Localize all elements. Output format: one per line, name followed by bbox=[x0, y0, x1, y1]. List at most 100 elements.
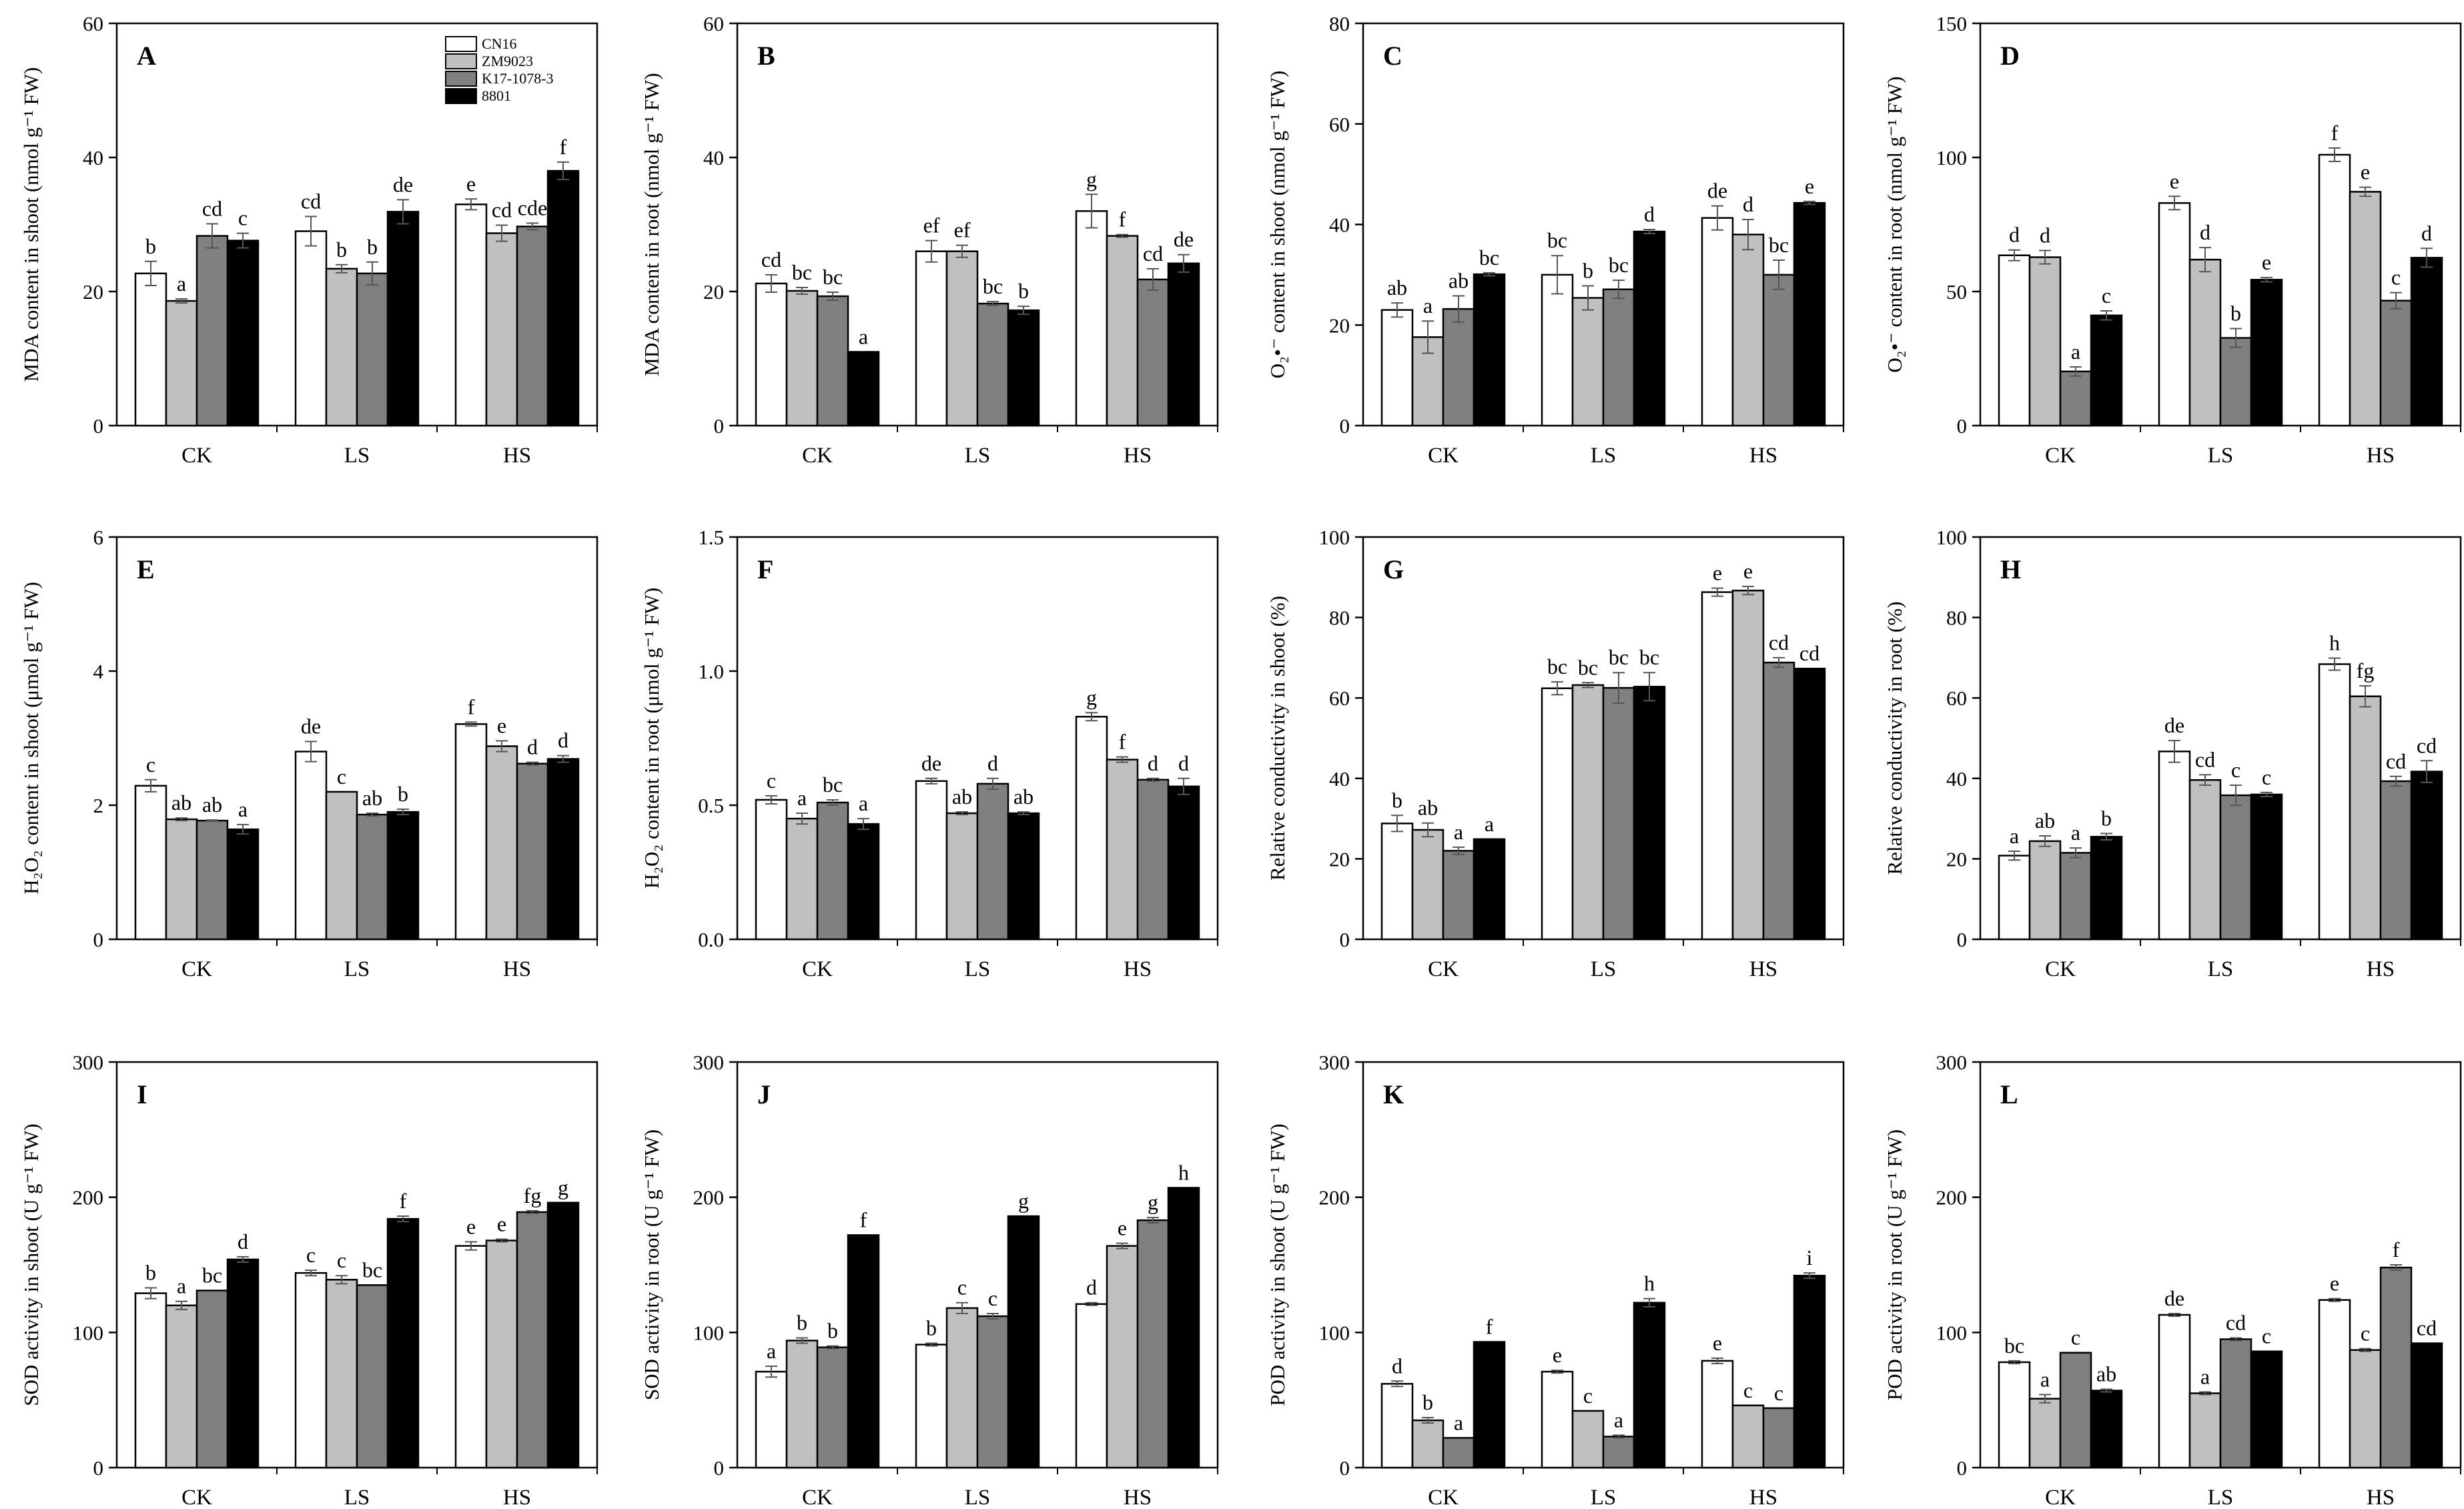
panel-letter: I bbox=[137, 1079, 147, 1109]
y-tick-label: 100 bbox=[1936, 526, 1968, 549]
significance-letter: g bbox=[1086, 685, 1097, 709]
bar bbox=[134, 272, 167, 427]
category-label: HS bbox=[503, 1486, 531, 1509]
category-label: CK bbox=[181, 957, 212, 981]
significance-letter: b bbox=[367, 235, 378, 259]
plot-frame bbox=[1362, 1061, 1845, 1469]
panel-G: 0 20 40 60 80 100 Relative conductivity in sho… bbox=[1266, 526, 1845, 981]
significance-letter: a bbox=[177, 1274, 186, 1298]
panel-letter: J bbox=[757, 1079, 771, 1109]
category-label: LS bbox=[965, 444, 991, 468]
significance-letter: e bbox=[2330, 1272, 2339, 1296]
bar bbox=[816, 1346, 849, 1469]
bar bbox=[2158, 750, 2191, 941]
significance-letter: e bbox=[1743, 559, 1753, 583]
bar bbox=[546, 1201, 580, 1469]
y-tick-label: 0 bbox=[1957, 414, 1968, 438]
category-label: CK bbox=[181, 1486, 212, 1509]
significance-letter: f bbox=[1119, 207, 1126, 231]
significance-letter: ef bbox=[923, 213, 940, 237]
significance-letter: d bbox=[1392, 1354, 1402, 1378]
y-tick-label: 100 bbox=[1319, 1321, 1350, 1344]
significance-letter: g bbox=[1148, 1190, 1158, 1214]
significance-letter: de bbox=[301, 714, 321, 738]
bar bbox=[1998, 855, 2031, 941]
significance-letter: bc bbox=[1479, 245, 1499, 270]
significance-letter: bc bbox=[823, 265, 843, 289]
bar bbox=[1793, 1274, 1826, 1469]
bar bbox=[1762, 274, 1795, 427]
significance-letter: de bbox=[2164, 713, 2184, 737]
category-label: LS bbox=[344, 1486, 370, 1509]
significance-letter: d bbox=[238, 1229, 248, 1253]
category-label: HS bbox=[503, 957, 531, 981]
y-axis-label: MDA content in root (nmol g⁻¹ FW) bbox=[640, 73, 663, 376]
y-tick-label: 80 bbox=[1946, 606, 1967, 630]
y-tick-label: 60 bbox=[703, 12, 724, 35]
significance-letter: a bbox=[1454, 820, 1463, 844]
bar bbox=[1571, 1410, 1605, 1469]
y-tick-label: 20 bbox=[703, 280, 724, 304]
bar bbox=[165, 300, 198, 427]
significance-letter: bc bbox=[1547, 228, 1567, 252]
significance-letter: f bbox=[468, 694, 475, 718]
y-tick-label: 20 bbox=[1329, 314, 1350, 337]
significance-letter: de bbox=[2164, 1286, 2184, 1310]
significance-letter: c bbox=[988, 1286, 997, 1310]
significance-letter: h bbox=[2329, 631, 2340, 655]
bar bbox=[1411, 829, 1445, 941]
y-tick-label: 0 bbox=[1340, 928, 1350, 951]
bar bbox=[915, 1344, 948, 1469]
bar bbox=[2188, 1392, 2222, 1469]
significance-letter: b bbox=[2101, 806, 2112, 830]
significance-letter: c bbox=[306, 1243, 316, 1267]
y-tick-label: 40 bbox=[1329, 213, 1350, 237]
bar bbox=[226, 239, 260, 427]
panel-J: 0 100 200 300 SOD activity in root (U g⁻¹ FW… bbox=[640, 1051, 1219, 1509]
significance-letter: ab bbox=[1013, 785, 1034, 809]
y-tick-label: 4 bbox=[93, 660, 104, 683]
bar bbox=[1473, 1341, 1506, 1469]
significance-letter: de bbox=[1707, 179, 1727, 203]
bar bbox=[1411, 1419, 1445, 1469]
significance-letter: bc bbox=[1578, 655, 1598, 679]
category-label: CK bbox=[2045, 444, 2076, 468]
y-axis-label: MDA content in shoot (nmol g⁻¹ FW) bbox=[19, 67, 43, 382]
category-label: LS bbox=[1591, 444, 1617, 468]
category-label: CK bbox=[2045, 1486, 2076, 1509]
bar bbox=[1731, 233, 1765, 427]
bar bbox=[1167, 1187, 1200, 1469]
significance-letter: ab bbox=[952, 785, 972, 809]
y-tick-label: 0 bbox=[93, 414, 104, 438]
bar bbox=[1701, 217, 1734, 427]
significance-letter: a bbox=[1454, 1410, 1463, 1434]
category-label: LS bbox=[1591, 1486, 1617, 1509]
legend-entry: ZM9023 bbox=[482, 53, 533, 69]
bar bbox=[945, 1307, 979, 1469]
significance-letter: cd bbox=[2417, 733, 2437, 757]
category-label: HS bbox=[1124, 444, 1152, 468]
significance-letter: bc bbox=[1609, 253, 1629, 277]
significance-letter: cd bbox=[2417, 1316, 2437, 1340]
significance-letter: ab bbox=[1449, 269, 1469, 293]
y-axis-label: O₂•⁻ content in shoot (nmol g⁻¹ FW) bbox=[1266, 71, 1289, 378]
y-tick-label: 2 bbox=[93, 794, 104, 817]
panel-C: 0 20 40 60 80 O₂•⁻ content in shoot (nmol g⁻¹… bbox=[1266, 12, 1845, 468]
bar bbox=[1701, 1360, 1734, 1469]
bar bbox=[1106, 759, 1139, 941]
bar bbox=[1106, 235, 1139, 427]
bar bbox=[2219, 1338, 2252, 1469]
significance-letter: i bbox=[1807, 1245, 1813, 1270]
bar bbox=[2318, 663, 2351, 941]
significance-letter: e bbox=[1805, 174, 1814, 198]
y-axis-label: O₂•⁻ content in root (nmol g⁻¹ FW) bbox=[1883, 76, 1906, 372]
significance-letter: cd bbox=[1769, 630, 1789, 654]
significance-letter: a bbox=[2040, 1368, 2050, 1392]
significance-letter: cd bbox=[2226, 1310, 2246, 1334]
bar bbox=[945, 812, 979, 941]
bar bbox=[1701, 591, 1734, 941]
significance-letter: d bbox=[2200, 220, 2210, 244]
y-tick-label: 150 bbox=[1936, 12, 1968, 35]
bar bbox=[1380, 309, 1414, 427]
significance-letter: f bbox=[400, 1189, 407, 1213]
